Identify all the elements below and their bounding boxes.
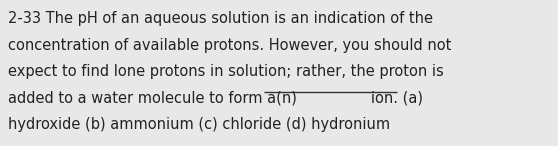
Text: expect to find lone protons in solution; rather, the proton is: expect to find lone protons in solution;… — [8, 64, 444, 79]
Text: concentration of available protons. However, you should not: concentration of available protons. Howe… — [8, 38, 452, 53]
Text: added to a water molecule to form a(n)                ion. (a): added to a water molecule to form a(n) i… — [8, 91, 424, 106]
Text: hydroxide (b) ammonium (c) chloride (d) hydronium: hydroxide (b) ammonium (c) chloride (d) … — [8, 117, 391, 132]
Text: 2-33 The pH of an aqueous solution is an indication of the: 2-33 The pH of an aqueous solution is an… — [8, 11, 434, 26]
